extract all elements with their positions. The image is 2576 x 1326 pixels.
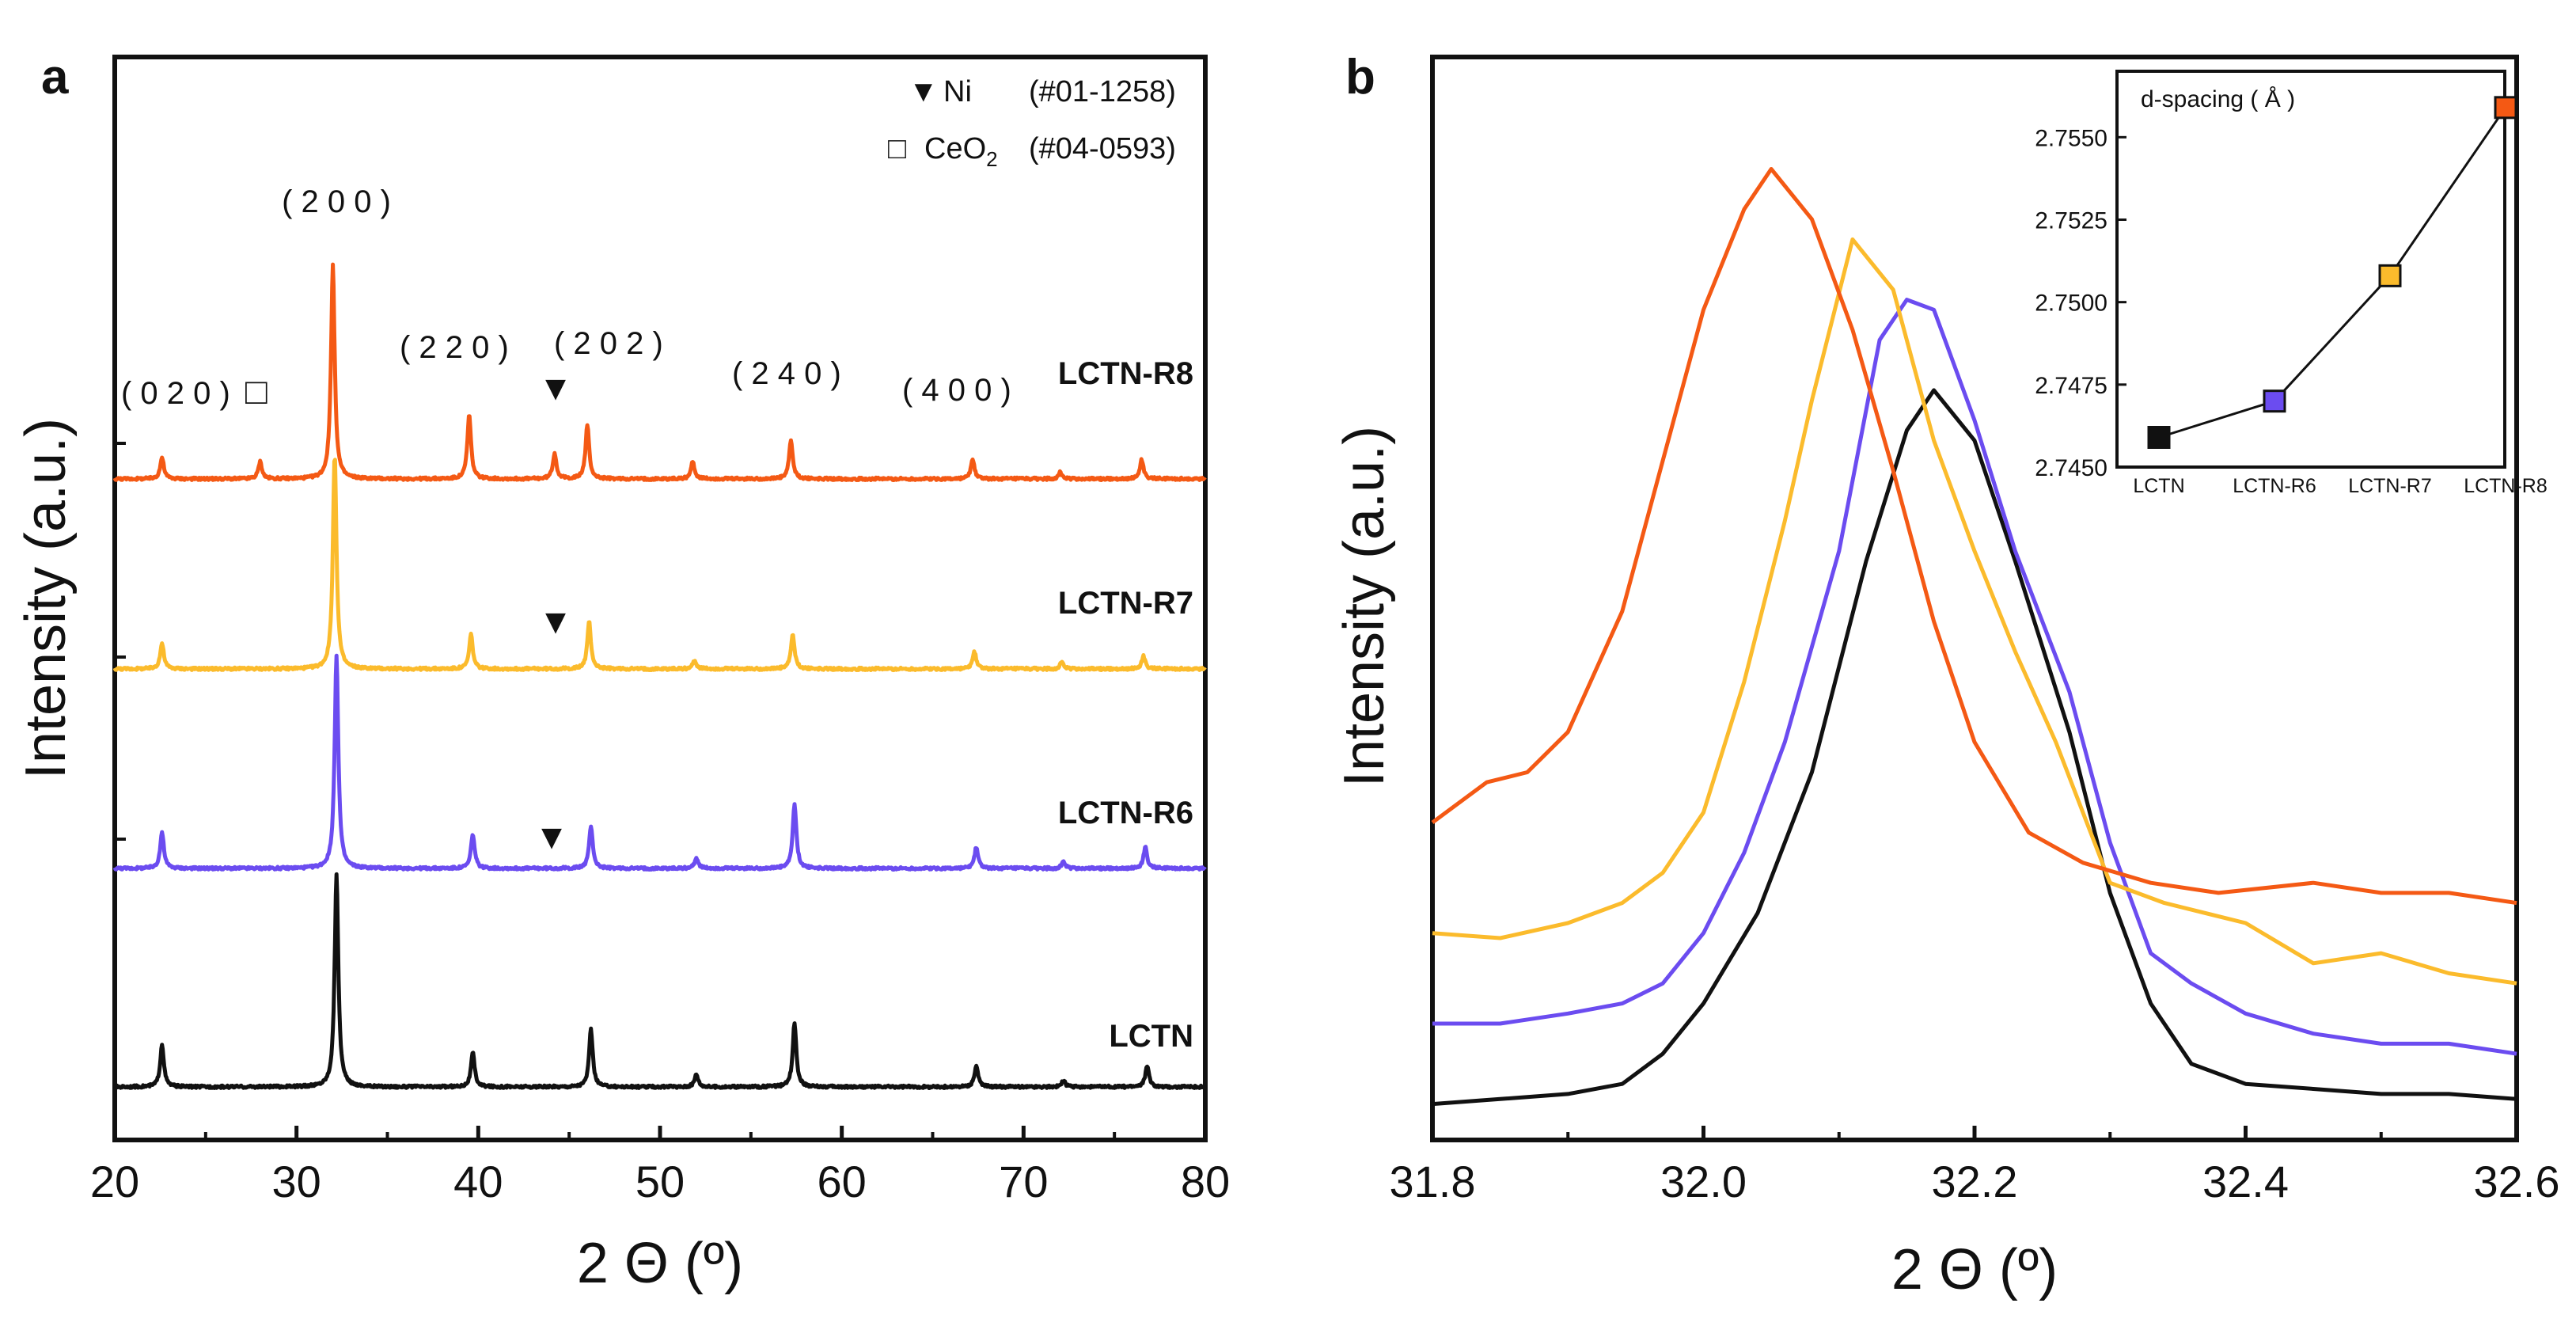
panel-b-x-axis-label: 2 Θ (º) bbox=[1891, 1238, 2058, 1301]
inset-y-ticks: 2.7450 2.7475 2.7500 2.7525 2.7550 bbox=[2035, 125, 2126, 481]
inset-y-tick-label-1: 2.7475 bbox=[2035, 373, 2107, 399]
panel-b-x-tick-label-4: 32.6 bbox=[2474, 1157, 2560, 1206]
panel-a-frame bbox=[112, 55, 1208, 1142]
d-spacing-inset: d-spacing ( Å ) 2.7450 2.7475 2.7500 2.7525… bbox=[2035, 70, 2548, 497]
series-label-lctn: LCTN bbox=[1109, 1019, 1193, 1054]
panel-a-label: a bbox=[41, 50, 69, 104]
inset-point-lctn-r6 bbox=[2263, 389, 2286, 413]
panel-b-x-tick-label-1: 32.0 bbox=[1660, 1157, 1747, 1206]
panel-a-x-tick-label-6: 80 bbox=[1181, 1157, 1230, 1206]
hkl-220-label: ( 2 2 0 ) bbox=[400, 330, 509, 365]
inset-x-label-lctn: LCTN bbox=[2133, 475, 2184, 497]
panel-b-x-tick-label-0: 31.8 bbox=[1390, 1157, 1476, 1206]
inset-y-tick-label-0: 2.7450 bbox=[2035, 455, 2107, 481]
ni-marker-r7: ▼ bbox=[538, 602, 573, 641]
panel-a-y-axis-label: Intensity (a.u.) bbox=[14, 418, 78, 779]
panel-a-series-lctn bbox=[112, 872, 1207, 1090]
panel-b-x-tick-label-3: 32.4 bbox=[2202, 1157, 2289, 1206]
panel-a-series-lctn-r7 bbox=[112, 458, 1207, 673]
legend-ceo2-label: CeO2 bbox=[924, 132, 998, 171]
series-label-lctn-r6: LCTN-R6 bbox=[1058, 796, 1193, 830]
inset-point-lctn bbox=[2147, 426, 2171, 449]
hkl-020-label: ( 0 2 0 ) bbox=[121, 376, 230, 411]
inset-x-label-lctn-r8: LCTN-R8 bbox=[2464, 475, 2548, 497]
legend-ni-ref: (#01-1258) bbox=[1029, 75, 1176, 108]
inset-y-tick-label-2: 2.7500 bbox=[2035, 291, 2107, 317]
inset-x-label-lctn-r6: LCTN-R6 bbox=[2233, 475, 2316, 497]
inset-y-tick-label-3: 2.7525 bbox=[2035, 208, 2107, 234]
phase-legend: ▼ Ni (#01-1258) □ CeO2 (#04-0593) bbox=[888, 75, 1176, 171]
panel-b-series-lctn bbox=[1432, 388, 2517, 1107]
panel-a-x-tick-label-4: 60 bbox=[818, 1157, 867, 1206]
inset-frame bbox=[2115, 70, 2506, 469]
panel-a-x-ticks: 20 30 40 50 60 70 80 bbox=[90, 442, 1230, 1206]
legend-ceo2-ref: (#04-0593) bbox=[1029, 132, 1176, 165]
panel-a-series bbox=[112, 262, 1207, 1090]
inset-point-lctn-r7 bbox=[2378, 264, 2402, 287]
panel-a-x-tick-label-3: 50 bbox=[635, 1157, 685, 1206]
panel-a: a 20 30 40 50 60 70 80 Intensity (a.u.) 2 Θ (º… bbox=[14, 50, 1230, 1295]
panel-b-series-lctn-r6 bbox=[1432, 298, 2517, 1056]
panel-b: b 31.8 32.0 32.2 32.4 32.6 Intensity (a.u.) … bbox=[1333, 50, 2560, 1301]
inset-y-tick-label-4: 2.7550 bbox=[2035, 125, 2107, 151]
series-label-lctn-r7: LCTN-R7 bbox=[1058, 586, 1193, 621]
inset-series bbox=[2147, 96, 2517, 449]
panel-b-y-axis-label: Intensity (a.u.) bbox=[1333, 426, 1396, 787]
inset-point-lctn-r8 bbox=[2494, 96, 2517, 120]
panel-a-series-lctn-r6 bbox=[112, 653, 1207, 872]
panel-b-label: b bbox=[1345, 50, 1375, 104]
legend-ceo2-symbol: □ bbox=[888, 132, 906, 165]
panel-b-series-lctn-r8 bbox=[1431, 167, 2517, 906]
inset-x-label-lctn-r7: LCTN-R7 bbox=[2348, 475, 2432, 497]
inset-title: d-spacing ( Å ) bbox=[2141, 86, 2295, 112]
inset-x-labels: LCTN LCTN-R6 LCTN-R7 LCTN-R8 bbox=[2133, 475, 2547, 497]
panel-b-series bbox=[1431, 167, 2517, 1107]
hkl-200-label: ( 2 0 0 ) bbox=[282, 184, 391, 219]
panel-b-x-ticks: 31.8 32.0 32.2 32.4 32.6 bbox=[1390, 1126, 2560, 1206]
ni-marker-r8: ▼ bbox=[538, 369, 573, 408]
panel-a-x-tick-label-2: 40 bbox=[453, 1157, 503, 1206]
panel-a-x-tick-label-1: 30 bbox=[272, 1157, 321, 1206]
hkl-400-label: ( 4 0 0 ) bbox=[902, 373, 1011, 408]
panel-b-x-tick-label-2: 32.2 bbox=[1932, 1157, 2018, 1206]
ni-marker-r6: ▼ bbox=[534, 818, 569, 857]
inset-d-spacing-line bbox=[2158, 106, 2507, 439]
ceo2-marker: □ bbox=[245, 370, 267, 412]
legend-ni-label: Ni bbox=[943, 75, 972, 108]
panel-b-series-lctn-r7 bbox=[1432, 237, 2517, 986]
legend-ceo2-subscript: 2 bbox=[986, 147, 997, 171]
panel-a-x-tick-label-0: 20 bbox=[90, 1157, 139, 1206]
legend-ni-symbol: ▼ bbox=[909, 75, 939, 108]
panel-a-x-tick-label-5: 70 bbox=[999, 1157, 1048, 1206]
hkl-202-label: ( 2 0 2 ) bbox=[554, 326, 663, 361]
hkl-240-label: ( 2 4 0 ) bbox=[732, 356, 841, 391]
panel-a-x-axis-label: 2 Θ (º) bbox=[577, 1232, 743, 1295]
panel-a-series-lctn-r8 bbox=[112, 262, 1207, 482]
series-label-lctn-r8: LCTN-R8 bbox=[1058, 356, 1193, 391]
